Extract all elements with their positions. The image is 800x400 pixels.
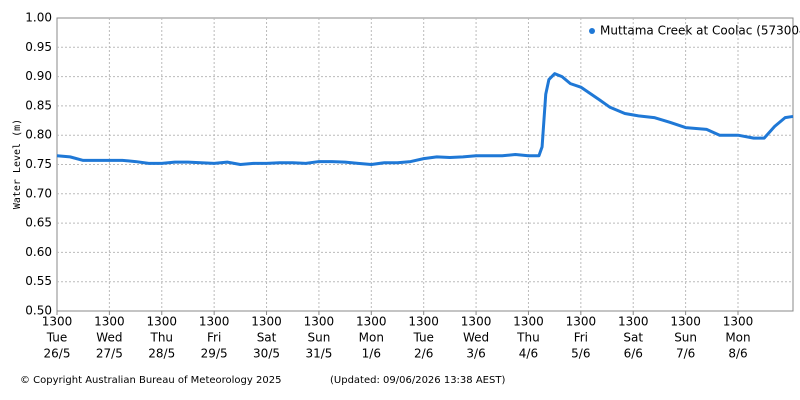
y-tick-label: 0.90 (25, 69, 52, 83)
y-axis-label: Water Level (m) (12, 119, 23, 209)
y-tick-label: 0.65 (25, 216, 52, 230)
x-tick-label: Sat (623, 331, 643, 345)
x-tick-label: Tue (46, 331, 68, 345)
x-tick-label: 1300 (356, 315, 387, 329)
x-tick-label: Thu (516, 331, 540, 345)
legend-label: Muttama Creek at Coolac (573004) (600, 24, 800, 38)
footer-updated: (Updated: 09/06/2026 13:38 AEST) (330, 375, 505, 386)
x-tick-label: 1300 (723, 315, 754, 329)
x-tick-label: 29/5 (201, 347, 228, 361)
x-tick-label: 4/6 (519, 347, 538, 361)
x-tick-label: 3/6 (466, 347, 485, 361)
x-tick-label: 1300 (199, 315, 230, 329)
x-tick-label: Sun (308, 331, 331, 345)
x-tick-label: 1300 (304, 315, 335, 329)
x-tick-label: 7/6 (676, 347, 695, 361)
x-tick-label: Thu (149, 331, 173, 345)
y-tick-label: 0.80 (25, 128, 52, 142)
x-tick-label: 8/6 (728, 347, 747, 361)
x-tick-label: Tue (412, 331, 434, 345)
x-tick-label: 1300 (461, 315, 492, 329)
y-tick-label: 0.70 (25, 186, 52, 200)
x-tick-label: 1300 (408, 315, 439, 329)
data-line (56, 72, 794, 166)
x-tick-label: 1300 (670, 315, 701, 329)
y-tick-label: 0.55 (25, 274, 52, 288)
legend-marker (589, 28, 595, 34)
y-tick-label: 0.50 (25, 304, 52, 318)
y-tick-label: 0.95 (25, 40, 52, 54)
x-tick-label: 5/6 (571, 347, 590, 361)
x-tick-label: 1300 (42, 315, 73, 329)
x-tick-label: Fri (574, 331, 588, 345)
x-tick-label: 30/5 (253, 347, 280, 361)
y-tick-label: 0.75 (25, 157, 52, 171)
x-tick-label: Sat (257, 331, 277, 345)
x-tick-label: Mon (359, 331, 384, 345)
y-tick-label: 1.00 (25, 11, 52, 25)
x-tick-label: 6/6 (624, 347, 643, 361)
footer-copyright: © Copyright Australian Bureau of Meteoro… (20, 375, 281, 386)
x-tick-label: 1300 (566, 315, 597, 329)
y-tick-label: 0.60 (25, 245, 52, 259)
x-tick-label: 1300 (251, 315, 282, 329)
x-tick-label: Mon (725, 331, 750, 345)
x-tick-label: 1300 (146, 315, 177, 329)
x-tick-label: Wed (463, 331, 489, 345)
x-tick-label: 1300 (618, 315, 649, 329)
x-tick-label: 2/6 (414, 347, 433, 361)
y-tick-label: 0.85 (25, 98, 52, 112)
x-tick-label: 31/5 (305, 347, 332, 361)
x-tick-label: Fri (207, 331, 221, 345)
x-tick-label: 1300 (513, 315, 544, 329)
x-tick-label: 26/5 (44, 347, 71, 361)
x-tick-label: 27/5 (96, 347, 123, 361)
x-tick-label: 1300 (94, 315, 125, 329)
x-tick-label: Wed (96, 331, 122, 345)
x-tick-label: Sun (674, 331, 697, 345)
x-tick-label: 28/5 (148, 347, 175, 361)
x-tick-label: 1/6 (362, 347, 381, 361)
